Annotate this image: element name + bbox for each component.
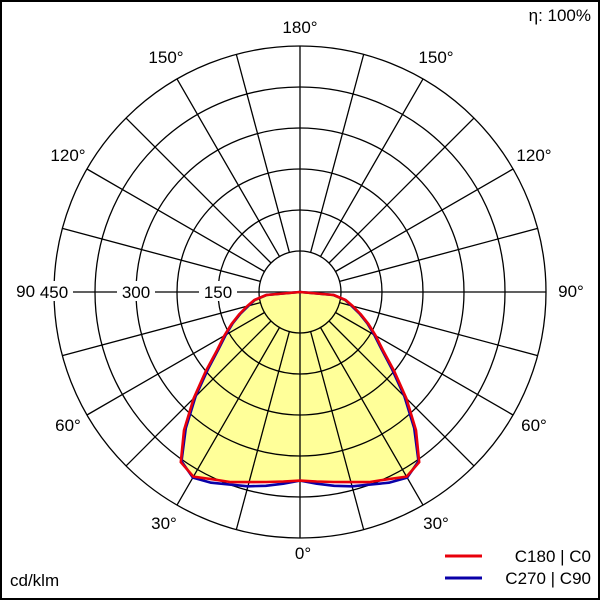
angle-label-120-right: 120° xyxy=(516,146,551,165)
grid-spoke xyxy=(339,301,538,357)
grid-spoke xyxy=(328,117,475,264)
angle-label-60-right: 60° xyxy=(521,416,547,435)
efficiency-label: η: 100% xyxy=(529,6,591,25)
angle-label-30-right: 30° xyxy=(423,514,449,533)
series-layer xyxy=(179,290,421,488)
legend-label: C180 | C0 xyxy=(515,547,591,566)
angle-label-150-left: 150° xyxy=(148,48,183,67)
legend-label: C270 | C90 xyxy=(505,569,591,588)
unit-label: cd/klm xyxy=(10,571,59,590)
grid-spoke xyxy=(319,78,424,257)
radial-tick-bg xyxy=(199,281,237,301)
angle-label-0: 0° xyxy=(295,544,311,563)
grid-spoke xyxy=(309,54,365,253)
radial-tick-labels: 150 300 450 xyxy=(35,281,237,302)
grid-spoke xyxy=(176,78,281,257)
grid-spoke xyxy=(335,168,514,273)
radial-tick-label: 300 xyxy=(122,283,150,302)
grid-spoke xyxy=(235,331,291,530)
radial-tick-label: 150 xyxy=(204,283,232,302)
radial-tick-label: 450 xyxy=(40,283,68,302)
grid-spoke xyxy=(62,227,261,283)
radial-tick-bg xyxy=(117,281,155,301)
angle-label-60-left: 60° xyxy=(55,416,81,435)
angle-label-180: 180° xyxy=(282,18,317,37)
grid-spoke xyxy=(86,168,265,273)
label-layer: 180° 150° 150° 120° 120° 90° 90° 60° 60°… xyxy=(10,6,591,590)
series-line xyxy=(179,290,421,484)
angle-label-30-left: 30° xyxy=(151,514,177,533)
angle-label-150-right: 150° xyxy=(418,48,453,67)
legend: C180 | C0 C270 | C90 xyxy=(445,547,591,588)
radial-tick-bg xyxy=(35,281,73,301)
grid-spoke xyxy=(62,301,261,357)
grid-spoke xyxy=(125,117,272,264)
grid-spoke xyxy=(335,311,514,416)
grid-spoke xyxy=(125,320,272,467)
grid-spoke xyxy=(309,331,365,530)
grid-spoke xyxy=(339,227,538,283)
grid-spoke xyxy=(86,311,265,416)
angle-label-120-left: 120° xyxy=(50,146,85,165)
angle-label-90-right: 90° xyxy=(558,282,584,301)
grid-spoke xyxy=(328,320,475,467)
grid-spoke xyxy=(235,54,291,253)
